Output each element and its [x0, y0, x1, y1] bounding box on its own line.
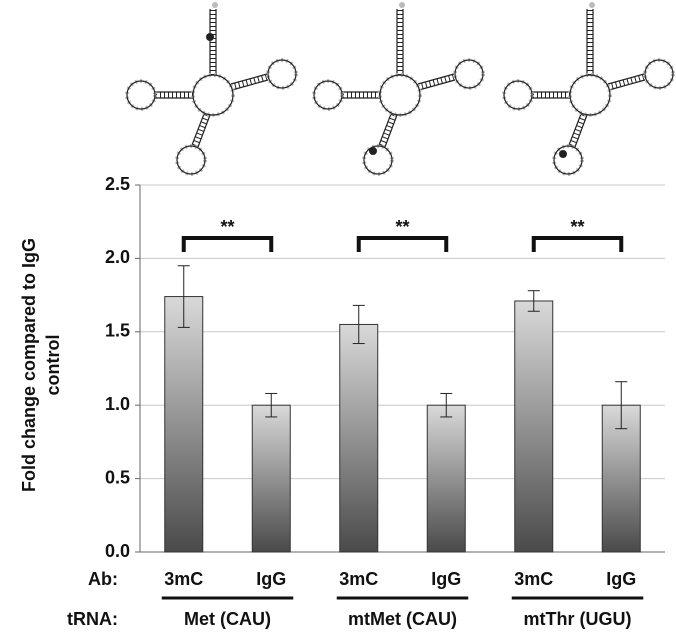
bar: [514, 300, 554, 553]
error-bar: [352, 304, 365, 345]
bar: [251, 404, 291, 553]
x-tick-label: 3mC: [164, 569, 203, 589]
y-tick-label: 1.0: [105, 394, 130, 414]
significance-bracket: [181, 236, 274, 252]
row-label: tRNA:: [67, 609, 118, 629]
significance-bracket: [531, 236, 624, 252]
x-tick-label: IgG: [256, 569, 286, 589]
bar: [601, 404, 641, 553]
x-tick-label: 3mC: [339, 569, 378, 589]
group-label: mtThr (UGU): [524, 609, 632, 629]
modification-dot: [206, 33, 214, 41]
error-bar: [265, 392, 278, 418]
error-bar: [615, 381, 628, 430]
bar: [339, 323, 379, 553]
significance-label: **: [395, 217, 409, 237]
error-bar: [527, 290, 540, 312]
group-label: mtMet (CAU): [348, 609, 457, 629]
modification-dot: [559, 150, 567, 158]
y-axis-title: Fold change compared to IgG: [19, 238, 39, 492]
significance-label: **: [570, 217, 584, 237]
x-tick-label: IgG: [431, 569, 461, 589]
group-label: Met (CAU): [184, 609, 271, 629]
trna-structure: [314, 2, 483, 174]
modification-dot: [369, 147, 377, 155]
trna-structures: [127, 2, 673, 174]
bar: [164, 296, 204, 553]
significance-label: **: [220, 217, 234, 237]
row-label: Ab:: [88, 569, 118, 589]
error-bar: [177, 265, 190, 328]
x-tick-label: IgG: [606, 569, 636, 589]
trna-structure: [127, 2, 296, 174]
y-tick-label: 2.5: [105, 174, 130, 194]
trna-structure: [504, 2, 673, 174]
significance-bracket: [356, 236, 449, 252]
error-bar: [440, 392, 453, 418]
y-tick-label: 0.0: [105, 541, 130, 561]
y-tick-label: 1.5: [105, 321, 130, 341]
y-tick-label: 2.0: [105, 247, 130, 267]
y-tick-label: 0.5: [105, 467, 130, 487]
x-tick-label: 3mC: [514, 569, 553, 589]
bar: [426, 404, 466, 553]
y-axis-title: control: [43, 335, 63, 396]
